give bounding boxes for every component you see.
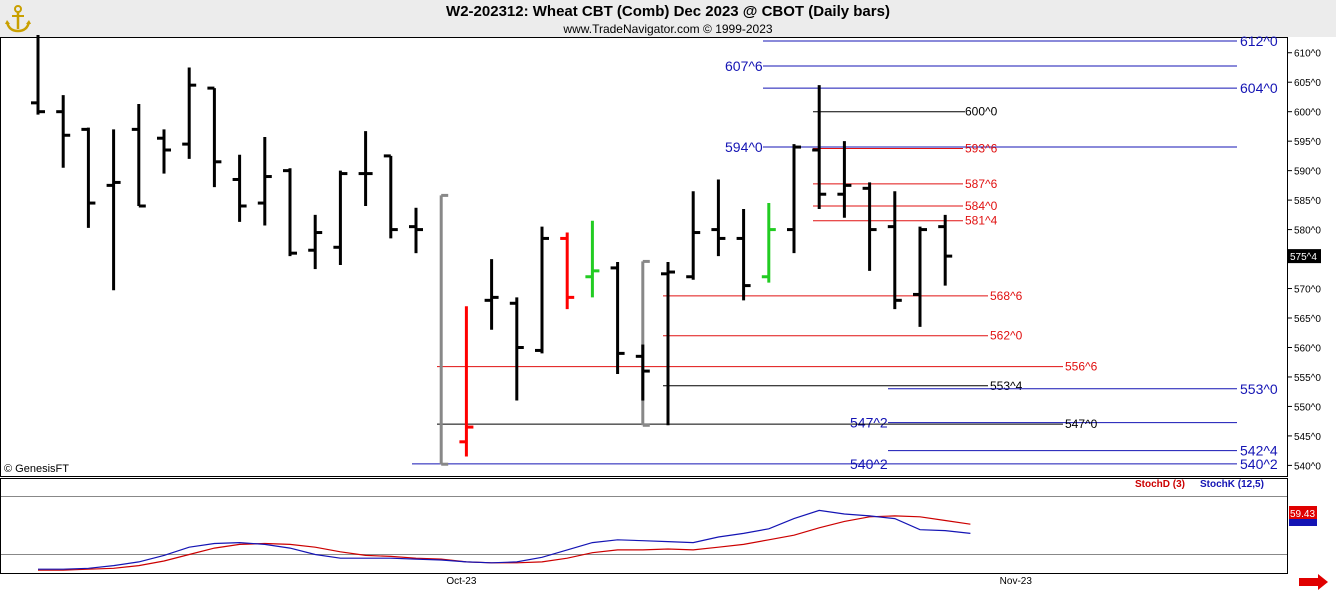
- ohlc-bar: [635, 344, 650, 401]
- y-tick-label: 580^0: [1294, 226, 1321, 237]
- ohlc-bar: [837, 141, 852, 218]
- level-label-584-0: 584^0: [965, 199, 998, 213]
- ohlc-bar: [31, 35, 45, 115]
- y-tick-label: 565^0: [1294, 314, 1321, 325]
- ohlc-bar: [157, 129, 171, 174]
- last-price-box: [1288, 249, 1321, 264]
- y-tick-label: 605^0: [1294, 78, 1321, 89]
- level-label-607-6: 607^6: [725, 58, 763, 74]
- price-panel-frame: [0, 37, 1288, 477]
- chart-subtitle: www.TradeNavigator.com © 1999-2023: [563, 22, 773, 36]
- stoch-k-value-box: [1289, 519, 1317, 526]
- ohlc-bar: [383, 154, 398, 239]
- y-tick-label: 585^0: [1294, 196, 1321, 207]
- level-label-547-2: 547^2: [850, 415, 888, 431]
- indicator-panel-frame: [0, 478, 1288, 574]
- ohlc-bar: [535, 226, 549, 354]
- ohlc-bar: [182, 67, 197, 159]
- scroll-right-arrow-icon[interactable]: [1299, 574, 1328, 590]
- bars-layer: [31, 35, 953, 457]
- ohlc-bar: [232, 154, 247, 222]
- ohlc-bar: [686, 191, 701, 280]
- stoch-legend-d: StochD (3): [1135, 479, 1185, 490]
- ohlc-bar: [812, 85, 827, 209]
- ohlc-bar: [484, 259, 499, 330]
- y-tick-label: 540^0: [1294, 461, 1321, 472]
- level-label-581-4: 581^4: [965, 214, 998, 228]
- ohlc-bar: [711, 179, 726, 257]
- y-tick-label: 560^0: [1294, 343, 1321, 354]
- last-price-label: 575^4: [1290, 252, 1317, 263]
- gold-anchor-logo-icon: [5, 5, 31, 33]
- ohlc-bar: [459, 306, 474, 457]
- ohlc-bar: [862, 182, 877, 271]
- stoch-line-k: [38, 509, 971, 570]
- ohlc-bar: [736, 208, 751, 301]
- ohlc-bar: [610, 262, 625, 375]
- ohlc-bar: [913, 226, 927, 327]
- ohlc-bar: [257, 137, 272, 226]
- ohlc-bar: [333, 170, 348, 265]
- ohlc-bar: [81, 127, 96, 228]
- chart-title: W2-202312: Wheat CBT (Comb) Dec 2023 @ C…: [446, 3, 890, 20]
- stoch-value-label: 59.43: [1290, 509, 1315, 520]
- level-label-568-6: 568^6: [990, 289, 1023, 303]
- ohlc-bar: [283, 168, 297, 257]
- y-tick-label: 610^0: [1294, 49, 1321, 60]
- ohlc-bar: [938, 214, 953, 286]
- ohlc-bar: [560, 232, 575, 310]
- levels-layer: 612^0 607^6 604^0 600^0 594^0 593^6 587^6 584^0…: [412, 33, 1278, 472]
- level-label-540-2: 540^2: [850, 456, 888, 472]
- level-label-587-6: 587^6: [965, 177, 998, 191]
- ohlc-bar: [409, 207, 423, 254]
- x-axis-label: Oct-23: [446, 576, 476, 587]
- y-tick-label: 550^0: [1294, 402, 1321, 413]
- y-tick-label: 590^0: [1294, 167, 1321, 178]
- ohlc-bar: [207, 86, 222, 188]
- level-label-594-0: 594^0: [725, 139, 763, 155]
- date-axis: Oct-23 Nov-23: [446, 576, 1032, 587]
- level-label-547-0: 547^0: [1065, 417, 1098, 431]
- level-label-553-0: 553^0: [1240, 381, 1278, 397]
- ohlc-bar: [131, 104, 146, 208]
- level-label-604-0: 604^0: [1240, 80, 1278, 96]
- price-axis: 540^0545^0550^0555^0560^0565^0570^0575^0…: [1287, 49, 1321, 472]
- y-tick-label: 555^0: [1294, 373, 1321, 384]
- ohlc-bar: [106, 129, 121, 291]
- y-tick-label: 545^0: [1294, 432, 1321, 443]
- ohlc-bar: [56, 95, 71, 168]
- ohlc-bar: [358, 131, 373, 207]
- ohlc-bar: [509, 297, 524, 401]
- stoch-value-box: [1289, 506, 1317, 519]
- level-label-600-0: 600^0: [965, 105, 998, 119]
- level-label-540-2: 540^2: [1240, 456, 1278, 472]
- ohlc-bar: [887, 191, 902, 310]
- level-label-553-4: 553^4: [990, 379, 1023, 393]
- ohlc-bar: [585, 220, 600, 298]
- level-label-542-4: 542^4: [1240, 443, 1278, 459]
- level-label-612-0: 612^0: [1240, 33, 1278, 49]
- stochastic-panel: StochD (3) StochK (12,5) 59.43: [38, 479, 1317, 571]
- y-tick-label: 600^0: [1294, 108, 1321, 119]
- y-tick-label: 595^0: [1294, 137, 1321, 148]
- y-tick-label: 570^0: [1294, 285, 1321, 296]
- level-label-562-0: 562^0: [990, 329, 1023, 343]
- ohlc-bar: [661, 262, 675, 426]
- watermark: © GenesisFT: [4, 463, 69, 475]
- ohlc-bar: [787, 144, 801, 254]
- level-label-556-6: 556^6: [1065, 360, 1098, 374]
- ohlc-bar: [308, 214, 323, 270]
- level-label-593-6: 593^6: [965, 142, 998, 156]
- ohlc-bar: [761, 203, 776, 283]
- title-bar: [0, 0, 1336, 37]
- stoch-legend-k: StochK (12,5): [1200, 479, 1264, 490]
- x-axis-label: Nov-23: [1000, 576, 1033, 587]
